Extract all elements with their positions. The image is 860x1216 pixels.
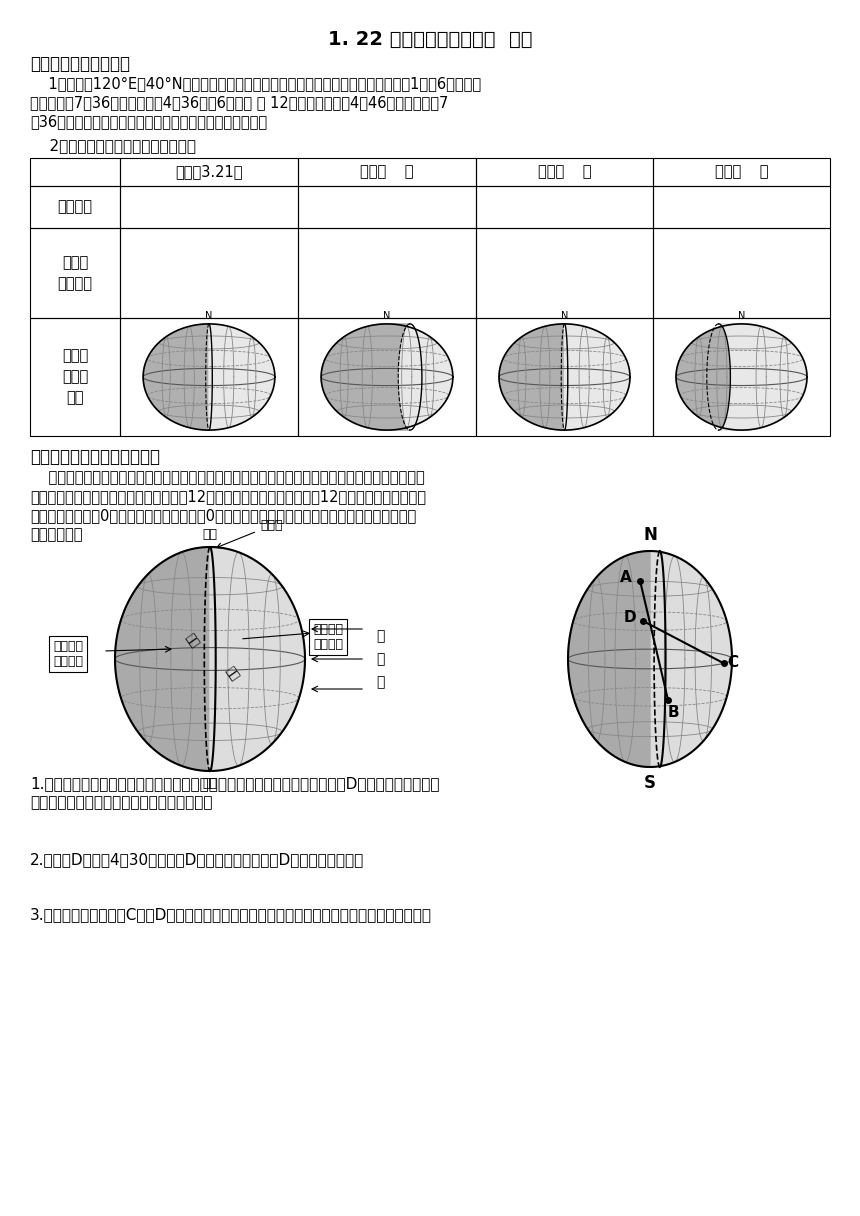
Text: N: N [643, 527, 657, 544]
Text: C: C [728, 655, 739, 670]
Bar [298, 319, 476, 437]
Polygon shape [719, 323, 807, 430]
Text: 合作探究二：昼长夜长的计算: 合作探究二：昼长夜长的计算 [30, 447, 160, 466]
Polygon shape [676, 323, 807, 430]
Polygon shape [143, 323, 209, 430]
Text: 夏至（    ）: 夏至（ ） [360, 164, 414, 180]
Polygon shape [568, 551, 650, 767]
Text: 春分（3.21）: 春分（3.21） [175, 164, 243, 180]
Text: 2.上图中D点凌晨4：30日出，则D点日落是几时？计算D点的昼长和夜长。: 2.上图中D点凌晨4：30日出，则D点日落是几时？计算D点的昼长和夜长。 [30, 852, 365, 867]
Text: N: N [206, 311, 212, 321]
Text: 北半球
变化规律: 北半球 变化规律 [58, 255, 93, 291]
Polygon shape [564, 323, 630, 430]
Text: 时36分。天安门广场升国旗的时间不断调整的原因是什么？: 时36分。天安门广场升国旗的时间不断调整的原因是什么？ [30, 114, 267, 129]
Text: 太阳直射: 太阳直射 [58, 199, 93, 214]
Bar [476, 319, 653, 437]
Text: 晨昏线: 晨昏线 [217, 519, 282, 548]
Bar [120, 186, 298, 229]
Bar [30, 319, 120, 437]
Bar [30, 158, 120, 186]
Text: 对应太
阳光照
图：: 对应太 阳光照 图： [62, 349, 88, 405]
Text: 冬至（    ）: 冬至（ ） [715, 164, 768, 180]
Polygon shape [499, 323, 564, 430]
Text: 1.如左图所示，如果利用昼弧夜弧所跨的经度数来计算昼（夜）长，那么右图D点昼弧夜、弧所跨经: 1.如左图所示，如果利用昼弧夜弧所跨的经度数来计算昼（夜）长，那么右图D点昼弧夜… [30, 776, 439, 790]
Text: 2、北半球昼夜长短随季节的变化：: 2、北半球昼夜长短随季节的变化： [30, 137, 196, 153]
Text: 昼弧的长
表示昼长: 昼弧的长 表示昼长 [313, 623, 343, 651]
Text: 合作探究一：昼夜长短: 合作探究一：昼夜长短 [30, 55, 130, 73]
Text: N: N [561, 311, 568, 321]
Polygon shape [210, 547, 305, 771]
Bar [298, 186, 476, 229]
Text: 夜弧的长
表示夜长: 夜弧的长 表示夜长 [53, 640, 83, 668]
Bar [653, 229, 830, 319]
Bar [120, 319, 298, 437]
Text: 太
阳
光: 太 阳 光 [376, 629, 384, 688]
Bar [653, 186, 830, 229]
Text: 秋分（    ）: 秋分（ ） [538, 164, 592, 180]
Bar [476, 186, 653, 229]
Text: B: B [667, 704, 679, 720]
Polygon shape [209, 323, 275, 430]
Text: 1、北京（120°E，40°N）天安门广场国旗的升、降时间，随季节变化而变化。每年1月到6月上旬，: 1、北京（120°E，40°N）天安门广场国旗的升、降时间，随季节变化而变化。每… [30, 75, 481, 91]
Polygon shape [568, 551, 732, 767]
Text: 中昼夜时长。: 中昼夜时长。 [30, 527, 83, 542]
Text: 夜弧: 夜弧 [182, 631, 201, 651]
Text: 升旗由早晨7时36分逐渐提前到4时36分；6月下旬 至 12月，升旗时间由4时46分逐渐推迟到7: 升旗由早晨7时36分逐渐提前到4时36分；6月下旬 至 12月，升旗时间由4时4… [30, 95, 448, 109]
Polygon shape [115, 547, 210, 771]
Polygon shape [321, 323, 453, 430]
Bar [30, 229, 120, 319]
Bar [653, 319, 830, 437]
Bar [476, 229, 653, 319]
Bar [120, 158, 298, 186]
Text: 昼弧: 昼弧 [223, 664, 242, 683]
Bar [476, 158, 653, 186]
Text: N: N [384, 311, 390, 321]
Polygon shape [321, 323, 410, 430]
Text: D: D [624, 609, 636, 625]
Text: 北极: 北极 [202, 528, 218, 541]
Text: 为夜弧。平分昼弧的中央经线的地方时为12时，日出、日落的时间于正午12时对称；平分夜弧的中: 为夜弧。平分昼弧的中央经线的地方时为12时，日出、日落的时间于正午12时对称；平… [30, 489, 426, 503]
Bar [120, 229, 298, 319]
Bar [30, 186, 120, 229]
Text: 晨昏线将地球上的纬线分成昼弧和夜弧两部分。位于昼半球的部分称为昼弧，位于夜半球的部分称: 晨昏线将地球上的纬线分成昼弧和夜弧两部分。位于昼半球的部分称为昼弧，位于夜半球的… [30, 471, 425, 485]
Bar [298, 158, 476, 186]
Text: 央经线的地方时为0时，日出、日落时间关于0时对称。我们可以利用昼弧和夜弧的占比来计算一天: 央经线的地方时为0时，日出、日落时间关于0时对称。我们可以利用昼弧和夜弧的占比来… [30, 508, 416, 523]
Text: 3.纬度相同的两点，如C点和D点在一天中的日出、日落的时间（及昼夜长短状况）有什么关系？: 3.纬度相同的两点，如C点和D点在一天中的日出、日落的时间（及昼夜长短状况）有什… [30, 907, 432, 922]
Text: A: A [620, 570, 632, 585]
Text: S: S [644, 775, 656, 792]
Text: 1. 22 地球公转的地理意义  学案: 1. 22 地球公转的地理意义 学案 [328, 30, 532, 49]
Bar [298, 229, 476, 319]
Text: N: N [738, 311, 745, 321]
Text: 度数分别是多少？昼长夜长分别为多少小时？: 度数分别是多少？昼长夜长分别为多少小时？ [30, 795, 212, 810]
Bar [653, 158, 830, 186]
Text: 南极: 南极 [202, 777, 218, 790]
